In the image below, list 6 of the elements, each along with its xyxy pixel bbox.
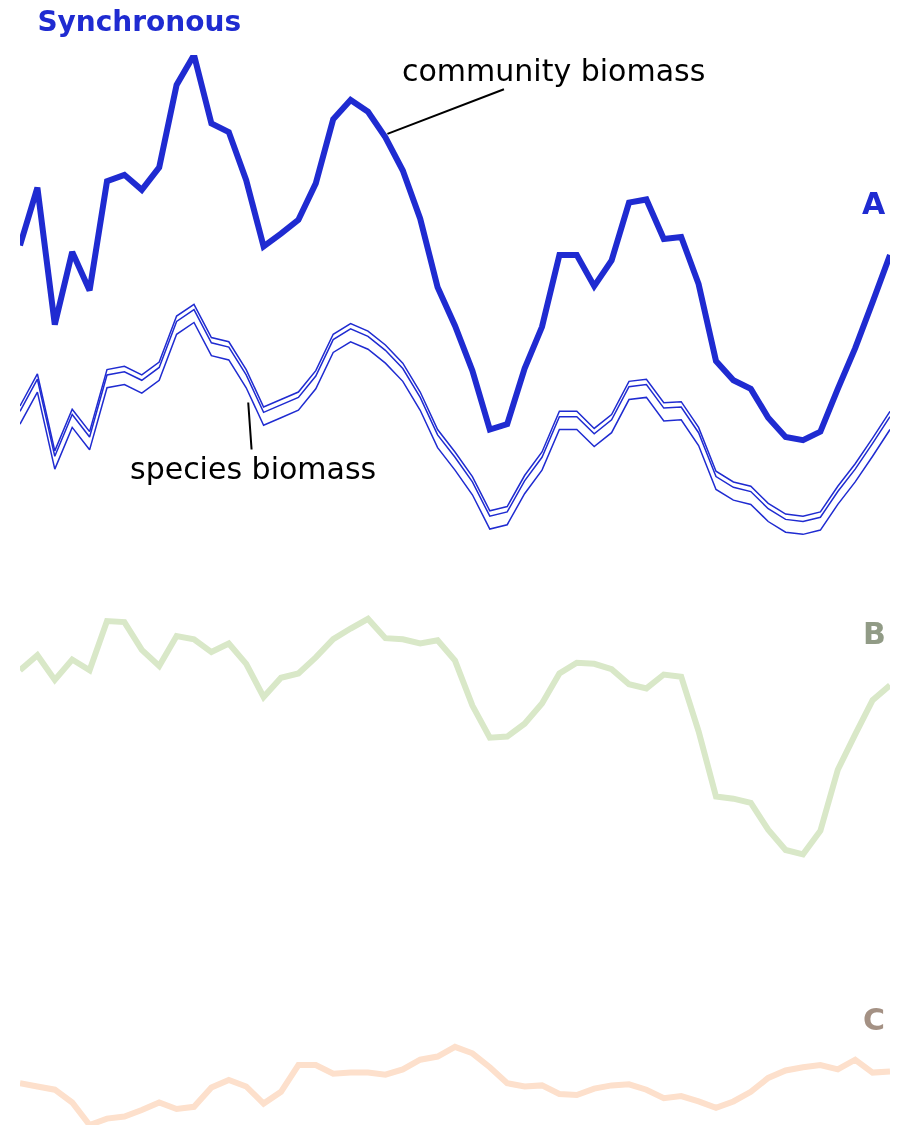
chart-title: Synchronous <box>37 5 242 39</box>
series-label: C <box>863 1002 886 1037</box>
annotation: community biomass <box>402 53 706 88</box>
annotation: species biomass <box>130 451 377 486</box>
series-label: B <box>863 616 886 651</box>
series-label: A <box>862 186 886 221</box>
